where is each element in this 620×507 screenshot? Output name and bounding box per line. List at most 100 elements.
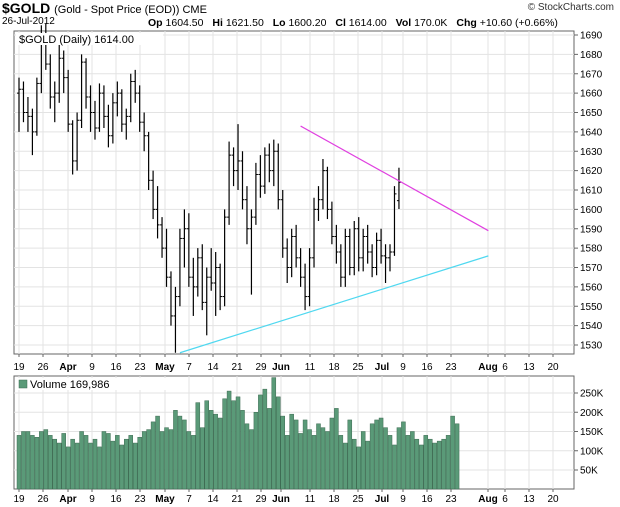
volume-bar xyxy=(436,440,442,490)
lower-trendline xyxy=(179,255,489,354)
volume-bar xyxy=(334,408,339,490)
volume-bar xyxy=(195,402,201,490)
volume-bar xyxy=(445,435,451,490)
date-tick-label: Jun xyxy=(272,362,290,373)
volume-bar xyxy=(182,419,187,490)
volume-tick-label: 200K xyxy=(580,408,604,419)
date-tick-label: 6 xyxy=(502,494,508,505)
date-tick-label: 6 xyxy=(502,362,508,373)
date-tick-label: 16 xyxy=(110,362,122,373)
volume-bar xyxy=(316,423,321,490)
volume-legend: Volume 169,986 xyxy=(30,379,110,391)
volume-bar xyxy=(365,440,370,490)
volume-bar xyxy=(378,417,384,490)
volume-bar xyxy=(48,435,53,490)
price-tick-label: 1540 xyxy=(580,321,603,332)
volume-bar xyxy=(92,438,98,490)
volume-bar xyxy=(164,427,169,490)
price-tick-label: 1680 xyxy=(580,50,603,61)
volume-bar xyxy=(88,442,93,490)
volume-bar xyxy=(360,431,366,490)
date-tick-label: 7 xyxy=(186,494,192,505)
date-tick-label: 14 xyxy=(207,362,219,373)
volume-bar xyxy=(115,435,120,490)
volume-bar xyxy=(119,444,125,490)
price-legend: $GOLD (Daily) 1614.00 xyxy=(19,34,134,46)
volume-bar xyxy=(217,417,223,490)
volume-bar xyxy=(401,421,406,490)
price-tick-label: 1690 xyxy=(580,31,603,42)
volume-bar xyxy=(110,440,116,490)
volume-bar xyxy=(177,415,183,490)
volume-tick-label: 50K xyxy=(580,466,598,477)
volume-bar xyxy=(244,423,250,490)
volume-bar xyxy=(325,431,330,490)
price-tick-label: 1560 xyxy=(580,282,603,293)
change-value: +10.60 (+0.66%) xyxy=(479,17,558,29)
volume-bar xyxy=(307,429,312,490)
price-tick-label: 1650 xyxy=(580,108,603,119)
volume-bar xyxy=(204,400,209,490)
volume-bar xyxy=(347,419,353,490)
volume-bar xyxy=(396,427,402,490)
price-tick-label: 1630 xyxy=(580,147,603,158)
price-tick-label: 1550 xyxy=(580,302,603,313)
date-tick-label: 29 xyxy=(255,362,267,373)
volume-bar xyxy=(405,435,411,490)
date-tick-label: 25 xyxy=(352,494,364,505)
volume-bar xyxy=(159,431,165,490)
volume-value: 170.0K xyxy=(414,17,448,29)
volume-legend-bg xyxy=(16,378,168,390)
symbol-description: (Gold - Spot Price (EOD)) CME xyxy=(54,4,207,16)
date-tick-label: 23 xyxy=(134,362,146,373)
volume-bar xyxy=(441,438,446,490)
date-tick-label: 9 xyxy=(89,494,95,505)
volume-bar xyxy=(61,433,66,490)
volume-bar xyxy=(213,413,218,490)
volume-bar xyxy=(132,442,138,490)
volume-bar xyxy=(173,410,178,490)
date-tick-label: Apr xyxy=(59,494,76,505)
volume-bar xyxy=(383,427,388,490)
price-tick-label: 1530 xyxy=(580,341,603,352)
date-tick-label: Jul xyxy=(375,494,390,505)
volume-bar xyxy=(240,410,245,490)
volume-bar xyxy=(427,438,433,490)
volume-tick-label: 100K xyxy=(580,446,604,457)
date-tick-label: 11 xyxy=(305,494,316,505)
date-tick-label: 9 xyxy=(400,362,406,373)
volume-bar xyxy=(311,435,317,490)
volume-bar xyxy=(128,435,133,490)
upper-trendline xyxy=(300,125,489,232)
volume-bar xyxy=(356,446,361,490)
credit-text: © StockCharts.com xyxy=(527,2,614,13)
volume-bar xyxy=(79,431,84,490)
low-value: 1600.20 xyxy=(288,17,327,29)
date-tick-label: 20 xyxy=(547,494,559,505)
volume-bar xyxy=(222,398,227,490)
date-tick-label: 13 xyxy=(523,362,535,373)
volume-bar xyxy=(124,438,129,490)
date-tick-label: 16 xyxy=(110,494,122,505)
volume-bar xyxy=(83,435,89,490)
volume-bar xyxy=(43,429,49,490)
volume-bar xyxy=(231,400,236,490)
date-tick-label: 16 xyxy=(421,362,433,373)
price-tick-label: 1580 xyxy=(580,244,603,255)
price-tick-label: 1620 xyxy=(580,166,603,177)
volume-bar xyxy=(25,431,31,490)
volume-bar xyxy=(338,435,344,490)
volume-bar xyxy=(423,435,429,490)
volume-bar xyxy=(293,419,299,490)
volume-bar xyxy=(387,435,393,490)
volume-bar xyxy=(450,415,455,490)
volume-bar xyxy=(280,415,285,490)
date-tick-label: 19 xyxy=(13,362,25,373)
symbol-title: $GOLD (Gold - Spot Price (EOD)) CME xyxy=(2,0,207,16)
date-tick-label: 23 xyxy=(445,494,457,505)
volume-bar xyxy=(74,442,80,490)
volume-bar xyxy=(34,437,40,490)
volume-bar xyxy=(16,435,22,490)
volume-bar xyxy=(320,427,326,490)
date-tick-label: 25 xyxy=(352,362,364,373)
